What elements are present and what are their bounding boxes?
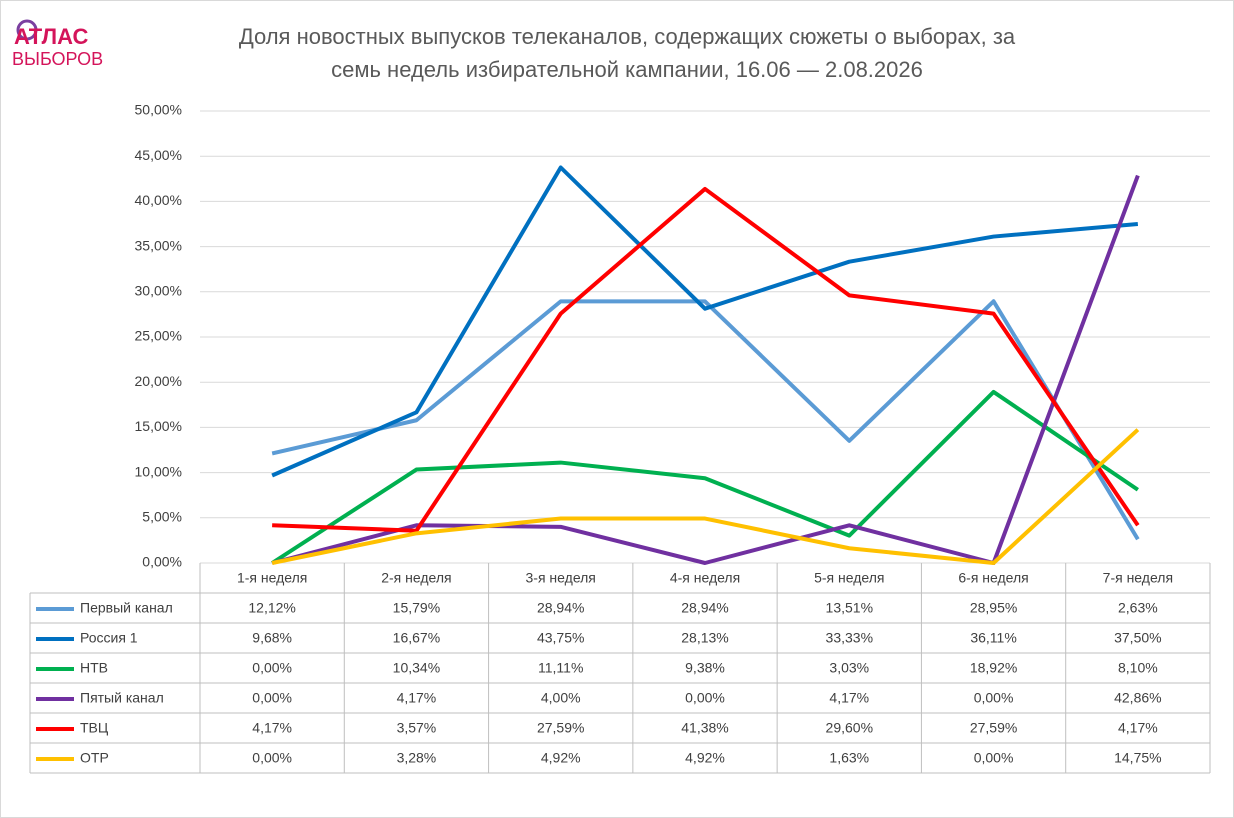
table-cell: 3,57%	[397, 720, 437, 736]
table-cell: 4,92%	[541, 750, 581, 766]
x-tick-label: 7-я неделя	[1103, 570, 1173, 586]
table-cell: 27,59%	[970, 720, 1017, 736]
table-cell: 37,50%	[1114, 630, 1161, 646]
table-cell: 16,67%	[393, 630, 440, 646]
y-tick-label: 50,00%	[135, 102, 182, 118]
table-cell: 0,00%	[685, 690, 725, 706]
table-cell: 9,38%	[685, 660, 725, 676]
table-cell: 4,17%	[397, 690, 437, 706]
series-line	[271, 428, 1140, 565]
logo-icon	[16, 19, 38, 41]
table-cell: 0,00%	[252, 690, 292, 706]
legend-label: Пятый канал	[80, 690, 164, 706]
legend-label: Первый канал	[80, 600, 173, 616]
table-cell: 27,59%	[537, 720, 584, 736]
series-line	[271, 299, 1140, 541]
y-tick-label: 20,00%	[135, 373, 182, 389]
table-cell: 0,00%	[974, 690, 1014, 706]
table-cell: 8,10%	[1118, 660, 1158, 676]
table-cell: 12,12%	[248, 600, 295, 616]
table-cell: 41,38%	[681, 720, 728, 736]
table-cell: 0,00%	[252, 660, 292, 676]
legend-label: Россия 1	[80, 630, 138, 646]
table-cell: 4,17%	[252, 720, 292, 736]
table-cell: 4,17%	[829, 690, 869, 706]
x-tick-label: 5-я неделя	[814, 570, 884, 586]
table-cell: 3,28%	[397, 750, 437, 766]
y-tick-label: 5,00%	[142, 509, 182, 525]
table-cell: 4,00%	[541, 690, 581, 706]
table-cell: 10,34%	[393, 660, 440, 676]
x-tick-label: 4-я неделя	[670, 570, 740, 586]
table-cell: 11,11%	[538, 660, 583, 676]
table-cell: 42,86%	[1114, 690, 1161, 706]
table-cell: 14,75%	[1114, 750, 1161, 766]
table-cell: 4,17%	[1118, 720, 1158, 736]
table-cell: 28,94%	[537, 600, 584, 616]
table-cell: 33,33%	[826, 630, 873, 646]
table-cell: 18,92%	[970, 660, 1017, 676]
y-tick-label: 40,00%	[135, 192, 182, 208]
legend-label: НТВ	[80, 660, 108, 676]
table-cell: 43,75%	[537, 630, 584, 646]
x-tick-label: 3-я неделя	[526, 570, 596, 586]
table-cell: 28,95%	[970, 600, 1017, 616]
table-cell: 1,63%	[829, 750, 869, 766]
chart-title: семь недель избирательной кампании, 16.0…	[331, 57, 923, 82]
legend-label: ТВЦ	[80, 720, 109, 736]
y-tick-label: 0,00%	[142, 554, 182, 570]
series-line	[271, 389, 1139, 565]
x-tick-label: 2-я неделя	[381, 570, 451, 586]
table-cell: 28,94%	[681, 600, 728, 616]
table-cell: 4,92%	[685, 750, 725, 766]
y-tick-label: 15,00%	[135, 418, 182, 434]
table-cell: 36,11%	[970, 630, 1016, 646]
table-cell: 15,79%	[393, 600, 440, 616]
x-tick-label: 1-я неделя	[237, 570, 307, 586]
table-cell: 28,13%	[681, 630, 728, 646]
y-tick-label: 25,00%	[135, 328, 182, 344]
series-line	[271, 165, 1139, 478]
y-tick-label: 30,00%	[135, 283, 182, 299]
logo-text: ВЫБОРОВ	[12, 49, 103, 69]
table-cell: 2,63%	[1118, 600, 1158, 616]
legend-label: ОТР	[80, 750, 109, 766]
x-tick-label: 6-я неделя	[958, 570, 1028, 586]
table-cell: 9,68%	[252, 630, 292, 646]
y-tick-label: 45,00%	[135, 147, 182, 163]
y-tick-label: 10,00%	[135, 463, 182, 479]
y-tick-label: 35,00%	[135, 237, 182, 253]
table-cell: 13,51%	[826, 600, 873, 616]
table-cell: 3,03%	[829, 660, 869, 676]
table-cell: 0,00%	[252, 750, 292, 766]
logo-text: АТЛАС	[14, 24, 88, 49]
table-cell: 29,60%	[826, 720, 873, 736]
table-cell: 0,00%	[974, 750, 1014, 766]
series-line	[272, 186, 1140, 533]
chart-title: Доля новостных выпусков телеканалов, сод…	[239, 24, 1016, 49]
